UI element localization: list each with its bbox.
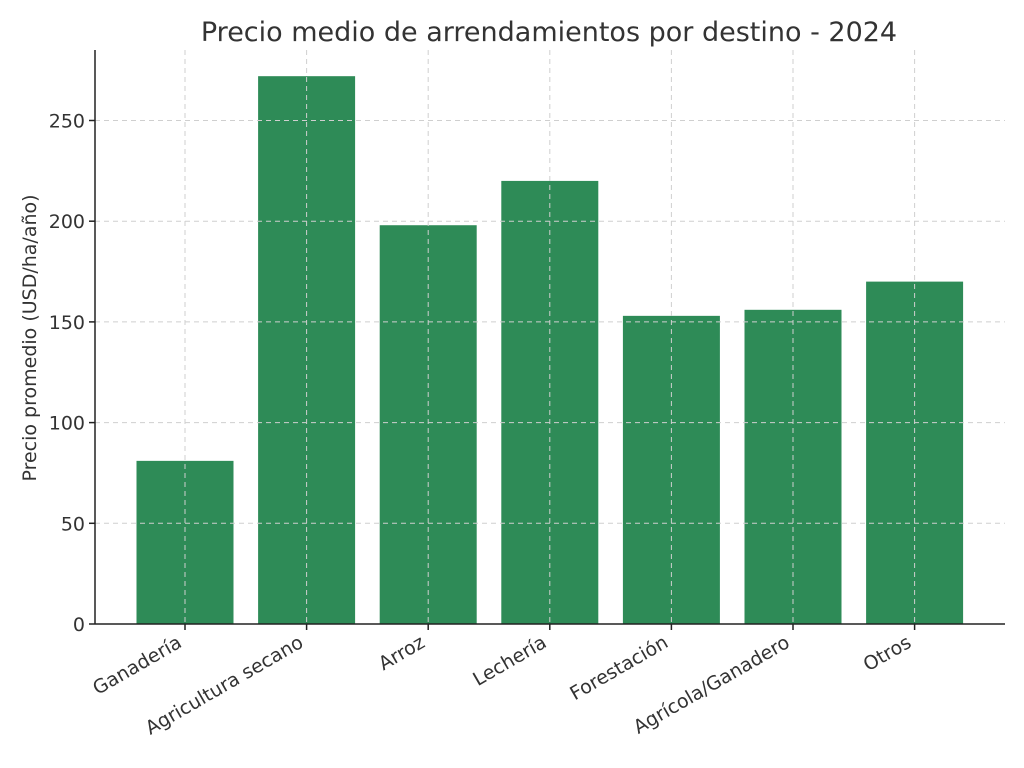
grid-lines: [95, 50, 1005, 624]
x-tick-label-5: Forestación: [566, 631, 672, 705]
y-axis-label: Precio promedio (USD/ha/año): [19, 194, 41, 481]
axes: [89, 50, 1005, 630]
y-tick-labels: 0 50 100 150 200 250: [49, 110, 85, 636]
y-tick-label-100: 100: [49, 413, 85, 435]
y-tick-label-150: 150: [49, 312, 85, 334]
x-tick-label-4: Lechería: [469, 631, 550, 690]
bar-1: [136, 460, 234, 624]
chart-title: Precio medio de arrendamientos por desti…: [201, 17, 897, 48]
y-tick-label-0: 0: [73, 614, 85, 636]
x-tick-label-7: Otros: [860, 631, 915, 676]
y-tick-label-200: 200: [49, 211, 85, 233]
bar-5: [622, 315, 720, 624]
x-tick-label-3: Arroz: [375, 631, 429, 675]
y-tick-label-50: 50: [61, 513, 85, 535]
y-tick-label-250: 250: [49, 110, 85, 132]
x-tick-label-1: Ganadería: [89, 631, 185, 699]
